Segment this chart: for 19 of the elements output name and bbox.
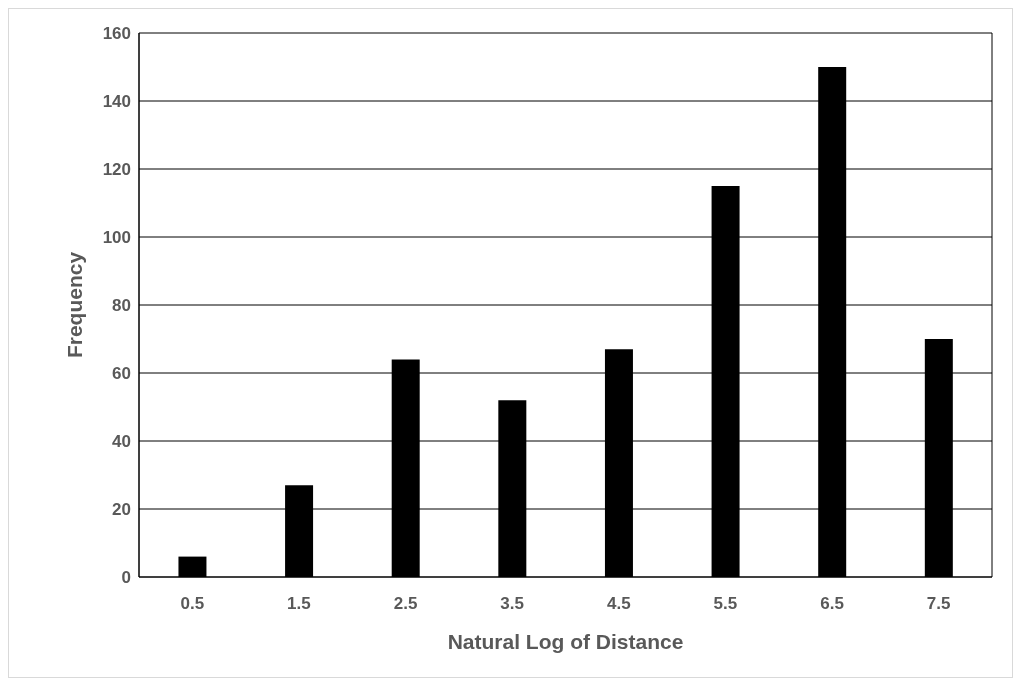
x-tick-label: 6.5 (820, 594, 844, 614)
y-tick-label: 20 (112, 500, 131, 520)
y-tick-label: 160 (102, 24, 131, 44)
y-tick-label: 120 (102, 160, 131, 180)
y-tick-label: 80 (112, 296, 131, 316)
y-tick-label: 60 (112, 364, 131, 384)
x-tick-label: 1.5 (287, 594, 311, 614)
x-tick-label: 0.5 (180, 594, 205, 614)
y-tick-label: 40 (112, 432, 131, 452)
x-tick-label: 5.5 (713, 594, 738, 614)
y-tick-label: 140 (102, 92, 131, 112)
x-tick-label: 3.5 (500, 594, 525, 614)
x-axis-title: Natural Log of Distance (447, 630, 684, 653)
y-axis-title: Frequency (63, 251, 87, 359)
y-tick-label: 0 (121, 568, 131, 588)
x-tick-label: 7.5 (926, 594, 951, 614)
x-tick-label: 4.5 (606, 594, 631, 614)
y-tick-label: 100 (102, 228, 131, 248)
x-tick-label: 2.5 (393, 594, 418, 614)
